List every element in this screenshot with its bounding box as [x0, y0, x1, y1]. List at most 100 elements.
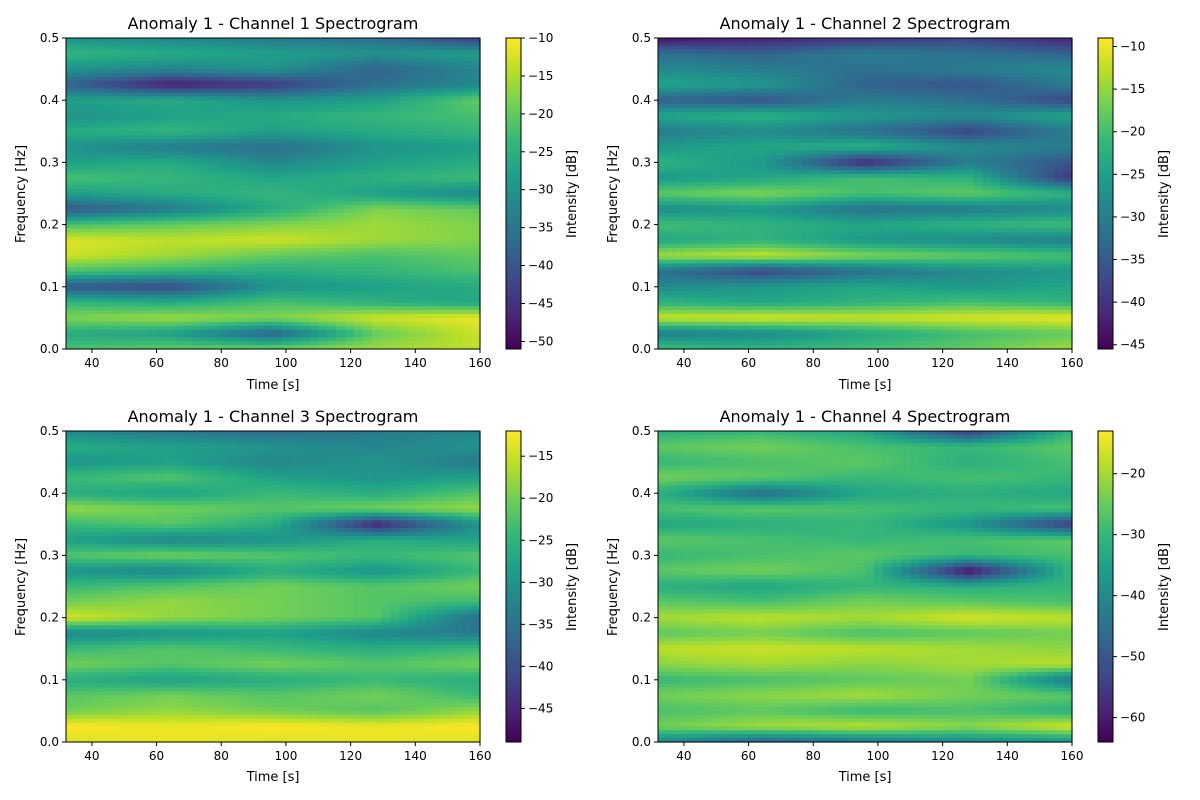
heatmap-cell	[147, 314, 157, 319]
heatmap-cell	[784, 131, 794, 136]
heatmap-cell	[255, 193, 265, 198]
heatmap-cell	[129, 302, 139, 307]
heatmap-cell	[399, 69, 409, 74]
heatmap-cell	[237, 259, 247, 265]
heatmap-cell	[138, 115, 148, 121]
heatmap-cell	[856, 96, 866, 101]
heatmap-cell	[462, 177, 472, 183]
heatmap-cell	[282, 240, 292, 245]
heatmap-cell	[919, 57, 929, 62]
heatmap-cell	[246, 228, 256, 233]
heatmap-cell	[120, 212, 130, 218]
heatmap-cell	[291, 209, 301, 214]
heatmap-cell	[192, 115, 202, 121]
heatmap-cell	[129, 228, 139, 233]
heatmap-cell	[210, 76, 220, 82]
heatmap-cell	[129, 131, 139, 136]
heatmap-cell	[838, 107, 848, 113]
heatmap-cell	[372, 329, 382, 335]
heatmap-cell	[192, 232, 202, 237]
heatmap-cell	[694, 41, 704, 47]
heatmap-cell	[345, 302, 355, 307]
heatmap-cell	[874, 92, 884, 97]
heatmap-cell	[363, 150, 373, 156]
heatmap-cell	[192, 216, 202, 222]
heatmap-cell	[417, 325, 427, 331]
heatmap-cell	[138, 65, 148, 70]
heatmap-cell	[417, 341, 427, 346]
heatmap-cell	[712, 142, 722, 148]
heatmap-cell	[237, 57, 247, 62]
heatmap-cell	[156, 150, 166, 156]
heatmap-cell	[237, 189, 247, 195]
heatmap-cell	[111, 236, 121, 241]
heatmap-cell	[147, 197, 157, 202]
heatmap-cell	[919, 127, 929, 132]
heatmap-cell	[345, 286, 355, 292]
heatmap-cell	[991, 88, 1001, 94]
heatmap-cell	[93, 92, 103, 97]
heatmap-cell	[255, 216, 265, 222]
heatmap-cell	[120, 170, 130, 175]
heatmap-cell	[237, 104, 247, 109]
heatmap-cell	[237, 220, 247, 226]
heatmap-cell	[748, 111, 758, 117]
heatmap-cell	[336, 201, 346, 206]
heatmap-cell	[408, 247, 418, 253]
heatmap-cell	[210, 104, 220, 109]
heatmap-cell	[462, 325, 472, 331]
heatmap-cell	[300, 181, 310, 187]
heatmap-cell	[174, 92, 184, 97]
heatmap-cell	[138, 232, 148, 237]
heatmap-cell	[435, 236, 445, 241]
heatmap-cell	[363, 69, 373, 74]
heatmap-cell	[703, 84, 713, 90]
heatmap-cell	[219, 166, 229, 171]
heatmap-cell	[399, 107, 409, 113]
panel-channel-1: Anomaly 1 - Channel 1 Spectrogram 40 60 80…	[14, 14, 580, 393]
heatmap-cell	[703, 142, 713, 148]
heatmap-cell	[444, 255, 454, 261]
heatmap-cell	[390, 267, 400, 272]
heatmap-cell	[928, 131, 938, 136]
heatmap-cell	[363, 127, 373, 132]
heatmap-cell	[255, 341, 265, 346]
heatmap-cell	[444, 100, 454, 105]
heatmap-cell	[147, 41, 157, 47]
heatmap-cell	[138, 53, 148, 59]
heatmap-cell	[273, 158, 283, 163]
heatmap-cell	[318, 150, 328, 156]
heatmap-cell	[973, 65, 983, 70]
heatmap-cell	[246, 333, 256, 338]
heatmap-cell	[462, 321, 472, 327]
heatmap-cell	[910, 76, 920, 82]
heatmap-cell	[66, 162, 76, 167]
heatmap-cell	[111, 96, 121, 101]
heatmap-cell	[93, 131, 103, 136]
heatmap-cell	[318, 282, 328, 288]
heatmap-cell	[192, 228, 202, 233]
heatmap-cell	[120, 57, 130, 62]
heatmap-cell	[273, 205, 283, 210]
heatmap-cell	[910, 84, 920, 90]
heatmap-cell	[174, 341, 184, 346]
heatmap-cell	[399, 317, 409, 323]
heatmap-cell	[138, 263, 148, 268]
heatmap-cell	[462, 189, 472, 195]
heatmap-cell	[883, 69, 893, 74]
heatmap-cell	[237, 69, 247, 74]
heatmap-cell	[739, 61, 749, 66]
heatmap-cell	[372, 271, 382, 276]
heatmap-cell	[471, 325, 481, 331]
heatmap-cell	[471, 193, 481, 198]
heatmap-cell	[865, 104, 875, 109]
heatmap-cell	[183, 119, 193, 125]
heatmap-cell	[829, 65, 839, 70]
heatmap-cell	[246, 162, 256, 167]
heatmap-cell	[165, 302, 175, 307]
heatmap-cell	[471, 259, 481, 265]
heatmap-cell	[129, 345, 139, 350]
heatmap-cell	[784, 80, 794, 86]
heatmap-cell	[955, 57, 965, 62]
heatmap-cell	[246, 279, 256, 284]
